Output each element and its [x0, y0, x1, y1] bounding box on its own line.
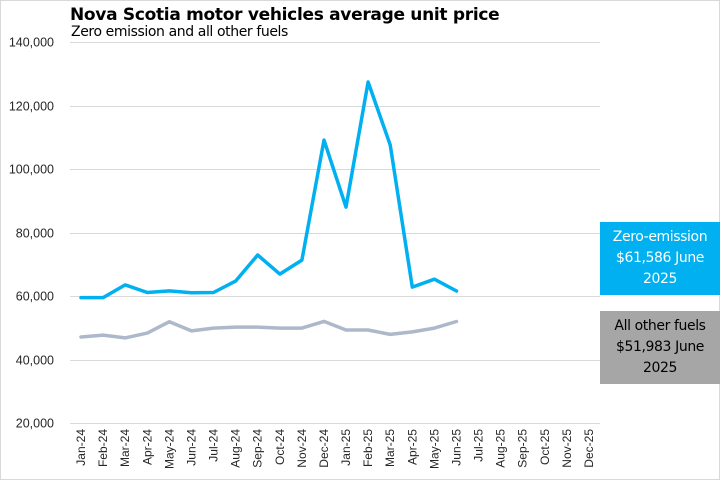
- gridlines: [70, 42, 600, 424]
- y-tick-label: 100,000: [9, 163, 54, 177]
- callout-line: Zero-emission: [612, 229, 708, 245]
- x-tick-label: Jun-24: [184, 429, 198, 466]
- x-tick-label: Oct-24: [273, 429, 287, 465]
- x-tick-label: Mar-24: [118, 429, 132, 467]
- x-tick-label: Aug-25: [494, 429, 508, 468]
- x-tick-label: Jan-25: [339, 429, 353, 466]
- x-tick-label: Jul-24: [207, 429, 221, 462]
- x-tick-label: Jun-25: [449, 429, 463, 466]
- all-other-fuels-callout: All other fuels $51,983 June 2025: [600, 311, 720, 384]
- callout-line: 2025: [642, 360, 678, 376]
- zero-emission-callout: Zero-emission $61,586 June 2025: [600, 222, 720, 295]
- x-tick-label: May-24: [162, 429, 176, 469]
- chart-title: Nova Scotia motor vehicles average unit …: [70, 5, 500, 25]
- y-tick-label: 60,000: [16, 290, 54, 304]
- x-tick-label: Sep-24: [251, 429, 265, 468]
- callout-line: 2025: [642, 271, 677, 287]
- x-tick-label: Jul-25: [472, 429, 486, 462]
- x-tick-label: Dec-25: [582, 429, 596, 468]
- callout-line: $51,983 June: [615, 339, 705, 355]
- x-tick-label: Mar-25: [383, 429, 397, 467]
- y-axis-ticks: 20,000 40,000 60,000 80,000 100,000 120,000 14…: [9, 36, 54, 431]
- x-tick-label: May-25: [427, 429, 441, 469]
- y-tick-label: 80,000: [16, 227, 54, 241]
- y-tick-label: 140,000: [9, 36, 54, 50]
- x-axis-ticks: Jan-24 Feb-24 Mar-24 Apr-24 May-24 Jun-24 Jul-…: [74, 429, 596, 469]
- x-tick-label: Feb-25: [361, 429, 375, 467]
- x-tick-label: Feb-24: [96, 429, 110, 467]
- x-tick-label: Oct-25: [538, 429, 552, 465]
- chart-subtitle: Zero emission and all other fuels: [71, 24, 288, 40]
- series-lines: [79, 80, 459, 340]
- y-tick-label: 40,000: [16, 354, 54, 368]
- x-tick-label: Nov-25: [560, 429, 574, 468]
- callout-line: $61,586 June: [615, 250, 705, 266]
- x-tick-label: Jan-24: [74, 429, 88, 466]
- x-tick-label: Dec-24: [317, 429, 331, 468]
- y-tick-label: 20,000: [16, 417, 54, 431]
- callout-line: All other fuels: [614, 318, 706, 334]
- y-tick-label: 120,000: [9, 100, 54, 114]
- x-tick-label: Nov-24: [295, 429, 309, 468]
- x-tick-label: Apr-25: [405, 429, 419, 465]
- x-tick-label: Sep-25: [516, 429, 530, 468]
- x-tick-label: Aug-24: [229, 429, 243, 468]
- series-line-all-other-fuels: [79, 319, 459, 340]
- series-line-zero-emission: [79, 80, 459, 300]
- x-tick-label: Apr-24: [140, 429, 154, 465]
